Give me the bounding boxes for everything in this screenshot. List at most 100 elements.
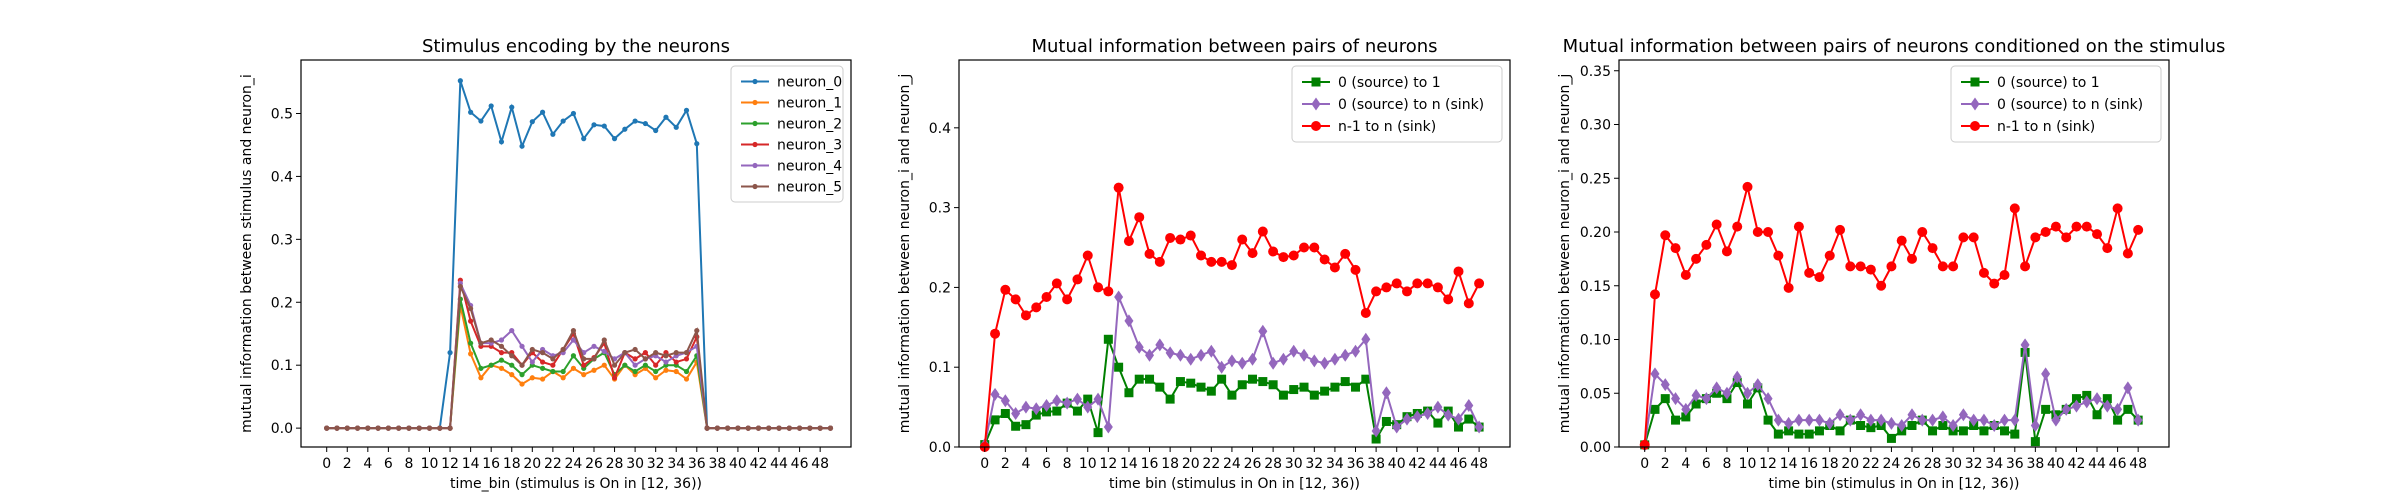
- data-point: [1021, 400, 1031, 414]
- series-1: [980, 334, 1484, 450]
- legend-item: neuron_0: [741, 75, 842, 91]
- data-point: [990, 387, 1000, 401]
- data-point: [1979, 413, 1989, 427]
- data-point: [2051, 413, 2061, 427]
- data-point: [1794, 413, 1804, 427]
- data-point: [2000, 426, 2010, 436]
- data-point: [529, 346, 535, 353]
- data-point: [1876, 413, 1886, 427]
- x-tick-label: 16: [1800, 456, 1818, 472]
- legend-marker: [752, 183, 758, 190]
- data-point: [1072, 392, 1082, 406]
- x-tick-label: 0: [322, 456, 331, 472]
- data-point: [2113, 415, 2123, 425]
- data-point: [1114, 290, 1124, 304]
- x-axis-label: time bin (stimulus in On in [12, 36)): [1109, 476, 1360, 492]
- x-tick-label: 18: [1821, 456, 1839, 472]
- legend: 0 (source) to 1 0 (source) to n (sink) n-1…: [1291, 65, 1503, 143]
- series-line: [326, 279, 831, 430]
- x-tick-label: 32: [1305, 456, 1323, 472]
- data-point: [1968, 232, 1979, 243]
- data-point: [2082, 395, 2092, 409]
- data-point: [642, 350, 648, 356]
- data-point: [2010, 413, 2020, 427]
- x-tick-label: 24: [1223, 456, 1241, 472]
- x-tick-label: 36: [2006, 456, 2024, 472]
- data-point: [1763, 392, 1773, 406]
- data-point: [1432, 282, 1443, 293]
- data-point: [1145, 348, 1155, 362]
- data-point: [1226, 260, 1237, 271]
- data-point: [1165, 346, 1175, 360]
- data-point: [498, 357, 505, 363]
- data-point: [632, 356, 638, 362]
- x-tick-label: 6: [1702, 456, 1711, 472]
- x-tick-label: 38: [1367, 456, 1385, 472]
- data-point: [2041, 367, 2051, 381]
- data-point: [1742, 181, 1753, 192]
- data-point: [1989, 419, 1999, 432]
- data-point: [1412, 410, 1422, 424]
- data-point: [1031, 402, 1041, 416]
- data-point: [1948, 261, 1959, 272]
- y-tick-label: 0.05: [1580, 386, 1611, 402]
- data-point: [1175, 348, 1185, 362]
- data-point: [1227, 390, 1237, 400]
- data-point: [1000, 284, 1011, 295]
- data-point: [488, 362, 494, 368]
- data-point: [1650, 367, 1660, 381]
- x-tick-label: 40: [2047, 456, 2065, 472]
- data-point: [581, 362, 587, 368]
- data-point: [375, 425, 381, 431]
- data-point: [1845, 261, 1856, 272]
- x-tick-label: 34: [1326, 456, 1344, 472]
- data-point: [1474, 278, 1485, 289]
- data-point: [509, 327, 515, 334]
- y-tick-label: 0.0: [929, 440, 951, 456]
- data-point: [632, 346, 638, 353]
- data-point: [519, 362, 525, 368]
- data-point: [1989, 278, 2000, 289]
- legend-item: 0 (source) to 1: [1961, 75, 2100, 91]
- data-point: [560, 368, 566, 375]
- data-point: [334, 425, 340, 431]
- data-point: [1732, 370, 1742, 384]
- x-tick-label: 20: [523, 456, 541, 472]
- x-tick-label: 34: [667, 456, 685, 472]
- x-tick-label: 36: [688, 456, 706, 472]
- data-point: [1660, 378, 1670, 392]
- data-point: [1051, 278, 1062, 289]
- data-point: [1196, 250, 1207, 261]
- data-point: [1329, 262, 1340, 273]
- legend-label: neuron_5: [777, 180, 842, 196]
- data-point: [1289, 344, 1299, 358]
- y-tick-label: 0.10: [1580, 333, 1611, 349]
- data-point: [1773, 413, 1783, 427]
- data-point: [2020, 338, 2030, 352]
- data-point: [1691, 388, 1701, 402]
- data-point: [1763, 415, 1773, 425]
- x-tick-label: 14: [1120, 456, 1138, 472]
- data-point: [1351, 344, 1361, 358]
- data-point: [468, 305, 474, 312]
- x-tick-label: 6: [384, 456, 393, 472]
- y-tick-label: 0.3: [271, 232, 293, 248]
- series-1: [1640, 347, 2143, 450]
- data-point: [1865, 264, 1876, 275]
- data-point: [1093, 282, 1104, 293]
- data-point: [673, 359, 679, 365]
- legend-box: [1291, 65, 1503, 143]
- data-point: [1000, 394, 1010, 408]
- series-line: [1643, 352, 2139, 446]
- data-point: [2123, 381, 2133, 395]
- data-point: [1381, 386, 1391, 400]
- data-point: [1670, 243, 1681, 254]
- x-tick-label: 6: [1042, 456, 1051, 472]
- data-point: [1464, 414, 1474, 424]
- data-point: [2081, 221, 2092, 232]
- data-point: [581, 356, 587, 362]
- x-tick-label: 18: [1161, 456, 1179, 472]
- legend-item: 0 (source) to n (sink): [1961, 97, 2143, 113]
- data-point: [550, 362, 556, 368]
- data-point: [581, 372, 587, 378]
